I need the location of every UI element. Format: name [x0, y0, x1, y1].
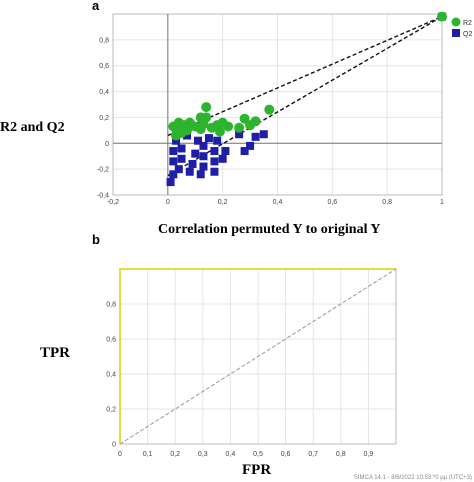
- y-tick-label: 0,2: [106, 407, 116, 414]
- y-tick-label: 0,8: [106, 302, 116, 309]
- q2-point: [246, 141, 255, 150]
- x-tick-label: 0: [118, 451, 122, 458]
- panel-a-legend: R2 Q2: [451, 17, 472, 38]
- q2-point: [193, 136, 202, 145]
- panel-b: b 0 0,1 0,2 0,3 0,4 0,5 0,6 0,7 0,8 0,90,80,60,40…: [40, 232, 472, 481]
- y-tick-label: -0,2: [97, 167, 109, 174]
- r2-point: [437, 11, 447, 22]
- y-tick-label: 0: [112, 442, 116, 449]
- q2-point: [251, 132, 260, 141]
- q2-point: [235, 130, 244, 139]
- legend-q2-marker: [452, 29, 460, 37]
- panel-a-axes: [112, 13, 443, 196]
- x-tick-label: 0,7: [308, 451, 318, 458]
- x-tick-label: 0,8: [336, 451, 346, 458]
- x-tick-label: 0,2: [170, 451, 180, 458]
- panel-a-points: [166, 11, 447, 187]
- panel-a-xlabel: Correlation permuted Y to original Y: [158, 222, 381, 237]
- q2-point: [191, 149, 200, 158]
- panel-a-grid: [112, 14, 443, 196]
- r2-point: [168, 121, 179, 132]
- x-tick-label: 0: [166, 199, 170, 206]
- q2-point: [218, 154, 227, 163]
- y-tick-label: 0,4: [99, 89, 109, 96]
- q2-point: [183, 131, 192, 140]
- q2-point: [177, 154, 186, 163]
- r2-point: [195, 112, 206, 123]
- q2-point: [169, 170, 178, 179]
- panel-label-b: b: [92, 232, 100, 247]
- y-tick-label: 0: [105, 141, 109, 148]
- reference-curve: [119, 268, 397, 445]
- x-tick-label: 0,9: [364, 451, 374, 458]
- q2-point: [185, 167, 194, 176]
- q2-point: [213, 136, 222, 145]
- q2-point: [188, 159, 197, 168]
- legend-r2-label: R2: [463, 20, 472, 27]
- panel-b-xlabel: FPR: [242, 462, 271, 478]
- r2-point: [239, 113, 250, 124]
- q2-point: [169, 147, 178, 156]
- y-tick-label: 0,8: [99, 37, 109, 44]
- panel-a-ylabel: R2 and Q2: [0, 120, 65, 135]
- legend-r2-marker: [451, 17, 461, 27]
- regression-line-q2: [167, 15, 443, 177]
- y-tick-label: 0,6: [106, 337, 116, 344]
- x-tick-label: 0,3: [198, 451, 208, 458]
- q2-point: [210, 157, 219, 166]
- x-tick-label: 0,2: [218, 199, 228, 206]
- q2-point: [177, 144, 186, 153]
- q2-point: [166, 178, 175, 187]
- panel-a-regression-lines: [167, 15, 443, 177]
- q2-point: [210, 167, 219, 176]
- panel-b-lines: [119, 268, 397, 445]
- q2-point: [204, 134, 213, 143]
- y-tick-label: 0,6: [99, 63, 109, 70]
- panel-b-tick-labels: 0 0,1 0,2 0,3 0,4 0,5 0,6 0,7 0,8 0,9 0,8 0,6 0,4 0,2…: [106, 302, 373, 459]
- roc-curve: [119, 268, 396, 444]
- plot-frame: [112, 13, 443, 196]
- q2-point: [259, 130, 268, 139]
- q2-point: [240, 147, 249, 156]
- x-tick-label: 0,1: [143, 451, 153, 458]
- r2-point: [234, 122, 245, 133]
- q2-point: [221, 147, 230, 156]
- regression-line-r2: [167, 15, 443, 137]
- x-tick-label: -0,2: [107, 199, 119, 206]
- q2-point: [199, 152, 208, 161]
- y-tick-label: 0,4: [106, 372, 116, 379]
- q2-point: [172, 136, 181, 145]
- x-tick-label: 0,6: [281, 451, 291, 458]
- panel-a-tick-labels: -0,2 0 0,2 0,4 0,6 0,8 10,80,60,40,20-0,2-0,4: [97, 37, 444, 206]
- x-tick-label: 0,5: [253, 451, 263, 458]
- q2-point: [169, 157, 178, 166]
- x-tick-label: 1: [440, 199, 444, 206]
- panel-a: a -0,2 0 0,2 0,4 0,6 0,8 10,80,60,40,20-0,2-0,…: [0, 0, 472, 237]
- panel-label-a: a: [92, 0, 100, 13]
- r2-point: [201, 102, 212, 113]
- q2-point: [196, 170, 205, 179]
- q2-point: [174, 165, 183, 174]
- x-tick-label: 0,6: [327, 199, 337, 206]
- r2-point: [171, 130, 182, 141]
- y-tick-label: -0,4: [97, 193, 109, 200]
- q2-point: [210, 147, 219, 156]
- x-tick-label: 0,8: [382, 199, 392, 206]
- x-tick-label: 0,4: [226, 451, 236, 458]
- x-tick-label: 0,4: [273, 199, 283, 206]
- r2-point: [206, 122, 217, 133]
- q2-point: [199, 141, 208, 150]
- r2-point: [264, 104, 275, 115]
- software-footer: SIMCA 14.1 - 8/6/2022 10:53:*0 µµ (UTC+3…: [354, 475, 472, 481]
- y-tick-label: 0,2: [99, 115, 109, 122]
- panel-b-ylabel: TPR: [40, 345, 70, 361]
- legend-q2-label: Q2: [463, 31, 472, 38]
- q2-point: [199, 162, 208, 171]
